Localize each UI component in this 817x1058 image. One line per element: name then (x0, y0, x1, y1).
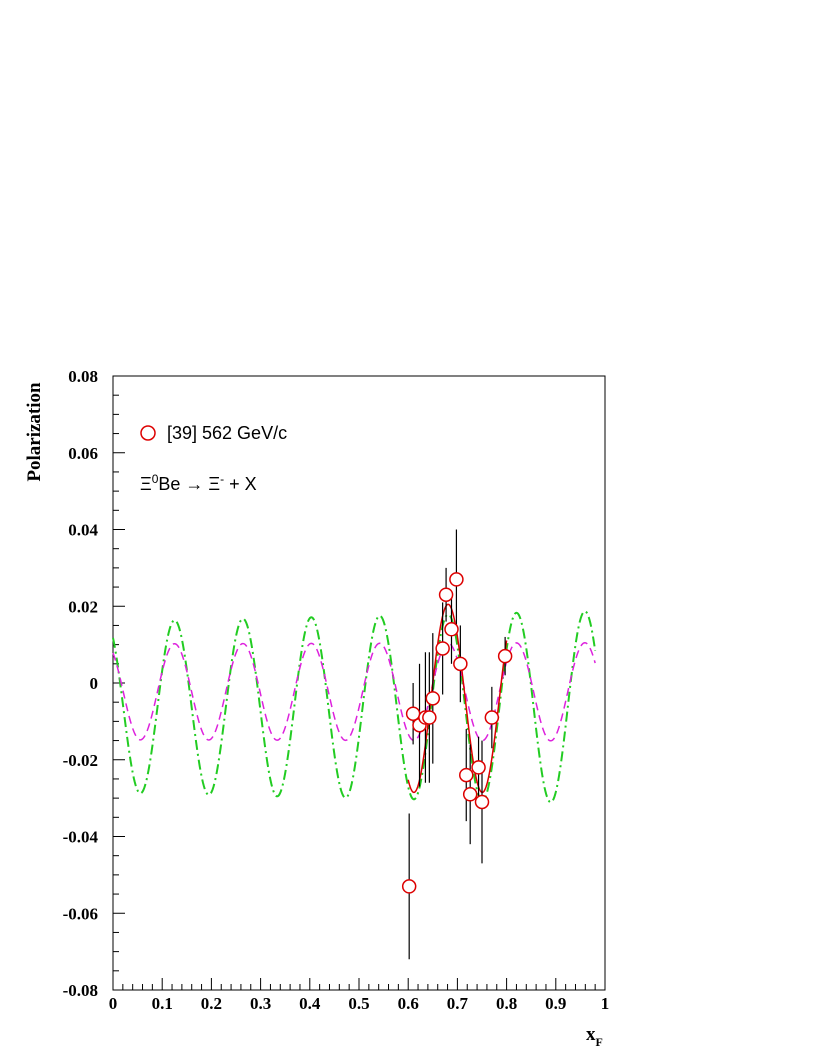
y-tick-label: -0.06 (63, 904, 98, 923)
x-tick-label: 0.3 (250, 994, 271, 1013)
data-point (462, 787, 478, 802)
x-tick-label: 0 (109, 994, 118, 1013)
x-tick-labels: 0 0.1 0.2 0.3 0.4 0.5 0.6 0.7 0.8 0.9 1 (109, 994, 610, 1013)
data-point (435, 641, 450, 656)
data-point (474, 794, 490, 810)
x-tick-label: 0.2 (201, 994, 222, 1013)
x-tick-label: 0.5 (348, 994, 369, 1013)
red-fit-curve (407, 603, 508, 794)
y-tick-label: -0.02 (63, 751, 98, 770)
data-point (484, 710, 500, 725)
x-tick-label: 0.6 (398, 994, 419, 1013)
green-dashdot-curve (112, 610, 597, 804)
reaction-annotation: Ξ0Be → Ξ- + X (140, 472, 257, 494)
data-point (471, 760, 486, 775)
y-tick-label: -0.04 (63, 828, 99, 847)
data-point (401, 879, 417, 894)
y-tick-label: 0.02 (68, 597, 98, 616)
data-point (459, 767, 474, 783)
y-tick-labels: -0.08 -0.06 -0.04 -0.02 0 0.02 0.04 0.06 0.08 (63, 367, 99, 1000)
x-tick-label: 1 (601, 994, 610, 1013)
x-tick-label: 0.7 (447, 994, 469, 1013)
x-tick-label: 0.9 (545, 994, 566, 1013)
x-axis-title-main: x (586, 1024, 596, 1045)
y-axis-title: Polarization (24, 382, 45, 482)
data-point (422, 710, 437, 725)
y-tick-label: 0.08 (68, 367, 98, 386)
y-tick-label: 0 (90, 674, 99, 693)
axis-ticks (112, 375, 606, 991)
y-tick-label: -0.08 (63, 981, 98, 1000)
data-point (453, 656, 468, 672)
x-axis-title: xF (586, 1024, 603, 1049)
data-points (401, 529, 513, 960)
x-tick-label: 0.4 (299, 994, 321, 1013)
data-point (449, 572, 464, 587)
legend-label: [39] 562 GeV/c (167, 423, 287, 443)
y-tick-label: 0.04 (68, 521, 98, 540)
x-tick-label: 0.1 (152, 994, 173, 1013)
magenta-dashed-curve (112, 642, 596, 742)
data-point (444, 622, 459, 637)
data-point (438, 587, 454, 602)
data-point (425, 691, 441, 706)
data-point (497, 648, 513, 664)
legend-marker-circle-icon (140, 425, 156, 441)
y-tick-label: 0.06 (68, 444, 98, 463)
x-tick-label: 0.8 (496, 994, 517, 1013)
x-axis-title-sub: F (596, 1035, 603, 1049)
